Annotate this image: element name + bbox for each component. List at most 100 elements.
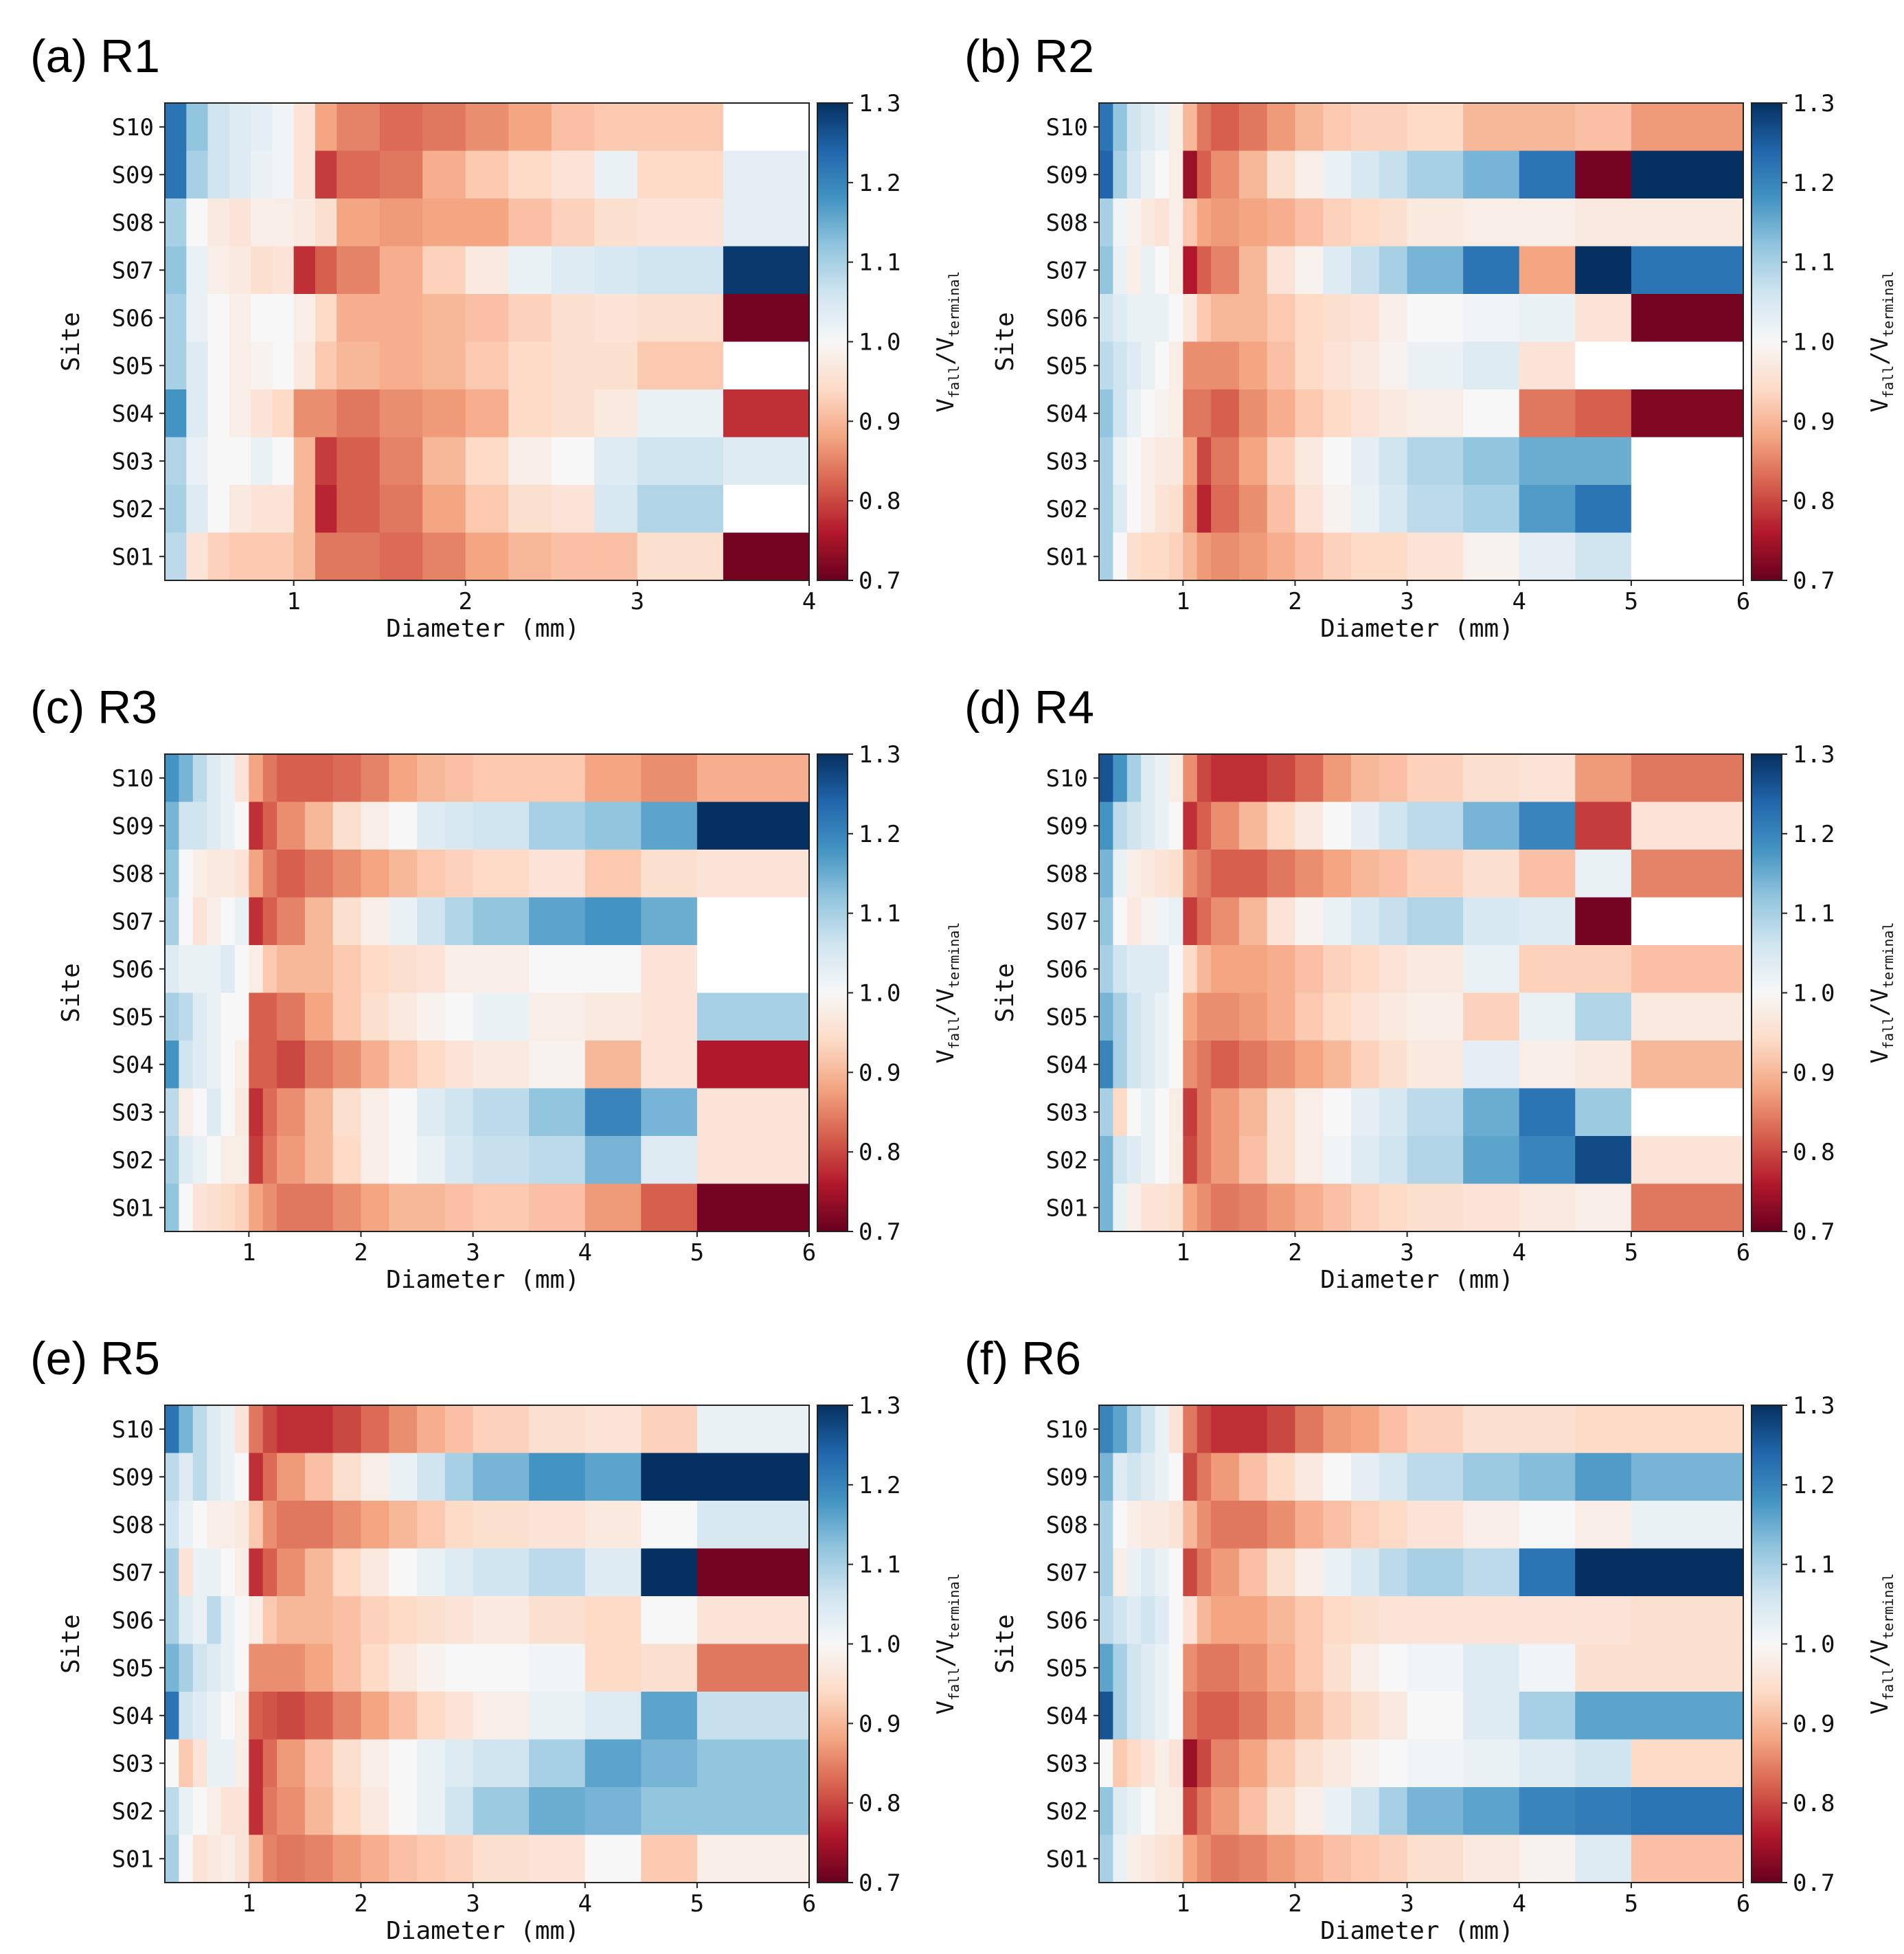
heatmap-cell [165,341,187,390]
heatmap-cell [1463,485,1520,534]
heatmap-cell [1099,246,1113,295]
heatmap-cell [1211,532,1240,581]
heatmap-cell [1463,1644,1520,1692]
heatmap-cell [249,1787,264,1836]
heatmap-cell [1407,802,1464,850]
heatmap-cell [585,1136,642,1185]
heatmap-cell [1099,1739,1113,1788]
heatmap-cell [1463,802,1520,850]
heatmap-cell [251,198,273,247]
heatmap-cell [1267,341,1296,390]
colorbar-tick-label: 0.8 [1793,1790,1835,1817]
heatmap-cell [1141,850,1156,898]
heatmap-cell [262,1834,277,1883]
heatmap-cell [1211,150,1240,199]
heatmap-cell [1379,1453,1408,1501]
colorbar-tick-label: 1.1 [859,900,900,928]
heatmap-cell [1519,802,1576,850]
heatmap-cell [1113,992,1128,1041]
heatmap-cell [444,802,474,850]
heatmap-cell [594,103,638,152]
heatmap-cell [1463,1834,1520,1883]
heatmap-cell [165,1405,179,1454]
heatmap-cell [277,1405,306,1454]
heatmap-cell [1407,1548,1464,1597]
y-tick-label: S08 [1046,1512,1088,1539]
heatmap-cell [1351,103,1380,152]
heatmap-cell [192,1596,207,1645]
heatmap-cell [1295,802,1324,850]
heatmap-cell [529,1692,586,1740]
heatmap-cell [249,802,264,850]
heatmap-cell [1141,1548,1156,1597]
y-tick-label: S06 [112,956,154,984]
heatmap-cell [1351,802,1380,850]
heatmap-cell [1113,532,1128,581]
heatmap-cell [1575,754,1632,803]
x-tick-label: 6 [802,1239,816,1266]
heatmap-cell [551,294,595,343]
plot-frame [1098,1405,1744,1883]
x-tick-label: 3 [466,1890,479,1918]
heatmap-cell [1407,1501,1464,1549]
heatmap-cell [1295,485,1324,534]
heatmap-cell [361,1739,389,1788]
heatmap-cell [444,1405,474,1454]
heatmap-cell [389,1453,418,1501]
y-tick-label: S03 [112,1099,154,1126]
heatmap-cell [1238,246,1268,295]
heatmap-cell [1141,945,1156,994]
heatmap-cell [1295,246,1324,295]
heatmap-cell [304,1136,334,1185]
heatmap-cell [220,945,236,994]
heatmap-cell [1575,945,1632,994]
heatmap-cell [1141,437,1156,486]
heatmap-cell [1379,897,1408,946]
plot-frame [164,1405,810,1883]
heatmap-cell [332,897,362,946]
heatmap-cell [1295,1644,1324,1692]
heatmap-cell [1323,246,1352,295]
heatmap-cell [315,294,337,343]
heatmap-cell [1295,992,1324,1041]
heatmap-cell [293,103,316,152]
heatmap-cell [1295,1136,1324,1185]
y-tick-label: S07 [1046,1559,1088,1587]
heatmap-cell [1267,1834,1296,1883]
heatmap-cell [1323,897,1352,946]
heatmap-cell [207,1405,222,1454]
heatmap-cell [1631,1739,1744,1788]
heatmap-cell [637,294,724,343]
heatmap-cell [444,850,474,898]
heatmap-cell [723,437,810,486]
heatmap-cell [641,1548,698,1597]
heatmap-cell [696,1834,810,1883]
heatmap-cell [422,150,466,199]
heatmap-cell [1519,246,1576,295]
heatmap-cell [1351,1041,1380,1089]
heatmap-cell [207,198,230,247]
heatmap-cell [1141,1453,1156,1501]
heatmap-cell [220,1692,236,1740]
y-tick-label: S09 [1046,813,1088,840]
heatmap-cell [251,294,273,343]
heatmap-cell [332,1088,362,1137]
heatmap-cell [1211,1596,1240,1645]
heatmap-cell [1351,754,1380,803]
heatmap-cell [696,1453,810,1501]
heatmap-cell [473,1453,530,1501]
heatmap-cell [234,897,249,946]
y-axis-label: Site [991,1614,1019,1674]
colorbar [817,1405,848,1883]
heatmap-cell [637,389,724,438]
heatmap-cell [192,754,207,803]
heatmap-cell [1407,1136,1464,1185]
heatmap-cell [179,1548,194,1597]
heatmap-cell [1168,341,1183,390]
heatmap-cell [1238,897,1268,946]
heatmap-cell [192,1834,207,1883]
heatmap-cell [1197,437,1212,486]
heatmap-cell [1211,1692,1240,1740]
heatmap-cell [1323,198,1352,247]
heatmap-cell [234,1183,249,1232]
